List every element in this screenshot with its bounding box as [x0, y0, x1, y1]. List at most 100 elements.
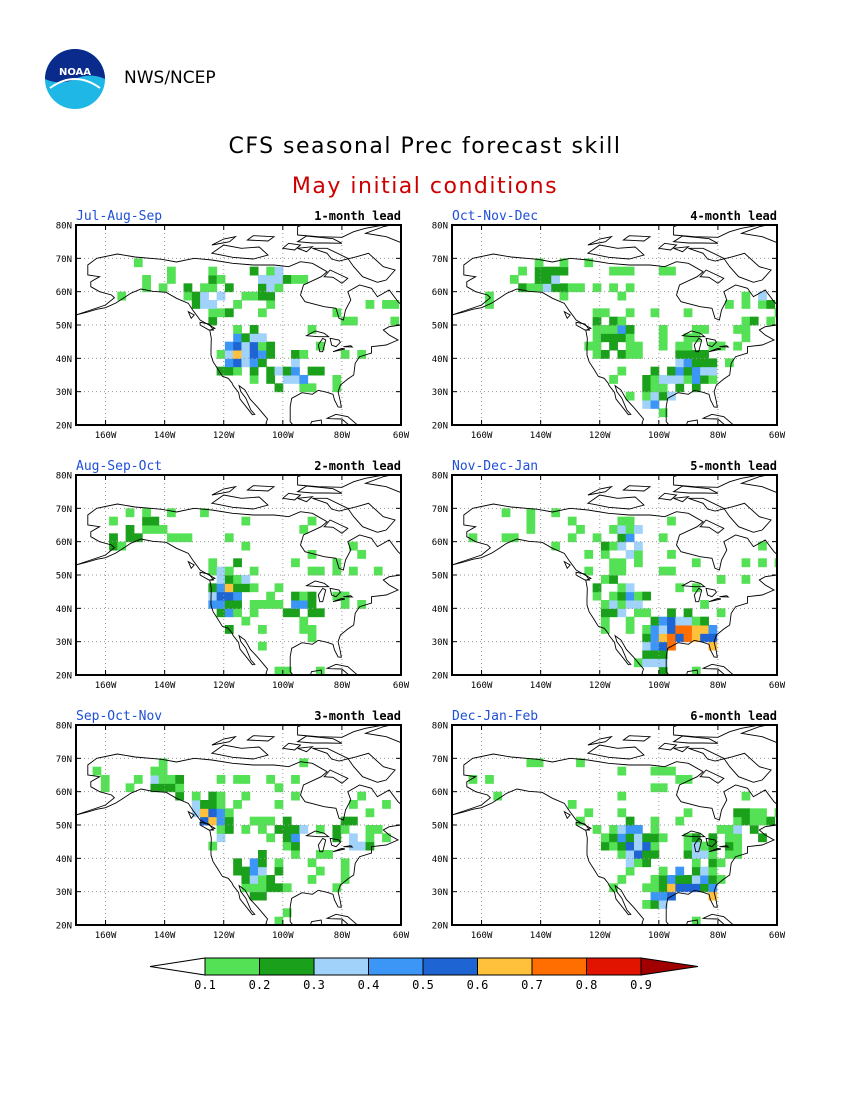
lake-outline: [329, 837, 341, 848]
skill-cell: [600, 833, 610, 843]
skill-cell: [642, 375, 652, 384]
lat-tick-label: 60N: [56, 288, 72, 298]
skill-cell: [551, 283, 561, 293]
skill-cell: [208, 275, 218, 284]
skill-cell: [291, 591, 300, 601]
lat-tick-label: 30N: [56, 888, 72, 898]
skill-cell: [625, 516, 635, 526]
skill-cell: [258, 625, 267, 634]
skill-cell: [291, 850, 300, 859]
skill-cell: [266, 816, 276, 826]
skill-cell: [241, 341, 251, 351]
skill-cell: [609, 333, 618, 343]
island-outline: [297, 746, 314, 753]
map-panel: 80N 70N 60N 50N 40N 30N 20N 160W 140W 120W 100W 80W…: [56, 709, 423, 941]
skill-cell: [609, 558, 618, 568]
skill-cell: [634, 825, 643, 834]
skill-cell: [266, 350, 276, 359]
skill-cell: [592, 533, 602, 543]
skill-cell: [493, 791, 503, 801]
island-outline: [187, 310, 195, 320]
skill-cell: [315, 341, 325, 351]
skill-cell: [299, 591, 309, 601]
skill-cell: [167, 508, 176, 518]
coastline: [452, 253, 777, 425]
skill-cell: [365, 841, 375, 851]
skill-cell: [650, 391, 660, 401]
lon-tick-label: 60W: [393, 431, 410, 441]
skill-cell: [758, 558, 767, 568]
skill-cell: [600, 608, 610, 618]
skill-cell: [167, 533, 176, 543]
lake-outline: [680, 330, 706, 338]
skill-cell: [658, 266, 668, 276]
skill-cell: [340, 350, 350, 359]
skill-cell: [617, 600, 627, 609]
skill-cell: [133, 258, 143, 268]
island-outline: [699, 269, 725, 284]
skill-cell: [382, 800, 391, 809]
skill-cell: [299, 625, 309, 634]
skill-cell: [291, 833, 300, 843]
skill-cell: [650, 366, 660, 376]
skill-cell: [241, 575, 251, 584]
skill-cell: [216, 308, 226, 318]
skill-cell: [625, 333, 635, 343]
skill-cell: [324, 850, 333, 859]
skill-cell: [683, 608, 693, 618]
skill-cell: [584, 566, 594, 576]
skill-cell: [691, 833, 701, 843]
skill-cell: [183, 283, 193, 293]
island-outline: [281, 742, 302, 751]
skill-cell: [200, 300, 209, 309]
skill-cell: [216, 800, 226, 809]
skill-cell: [683, 341, 693, 351]
skill-cell: [175, 783, 185, 793]
lat-tick-label: 40N: [432, 605, 448, 615]
lon-tick-label: 160W: [471, 431, 493, 441]
skill-cell: [642, 641, 652, 651]
skill-cell: [249, 600, 259, 609]
lat-tick-label: 70N: [432, 505, 448, 515]
skill-cell: [650, 383, 660, 393]
island-outline: [657, 242, 678, 251]
island-outline: [403, 820, 423, 836]
skill-cell: [258, 866, 267, 876]
island-outline: [199, 321, 215, 331]
skill-cell: [274, 266, 284, 276]
island-outline: [211, 485, 238, 496]
island-outline: [699, 769, 725, 784]
skill-cell: [625, 350, 635, 359]
legend-label: 0.9: [630, 978, 652, 992]
skill-cell: [208, 791, 218, 801]
skill-cell: [617, 833, 627, 843]
lat-tick-label: 20N: [432, 672, 448, 682]
skill-cell: [299, 600, 309, 609]
skill-cell: [332, 833, 342, 843]
skill-cell: [109, 516, 118, 526]
lat-tick-label: 50N: [432, 822, 448, 832]
lat-tick-label: 20N: [432, 422, 448, 432]
lon-tick-label: 160W: [95, 681, 117, 691]
skill-cell: [716, 875, 726, 884]
skill-cell: [683, 808, 693, 818]
skill-cell: [208, 816, 218, 826]
coastline: [76, 753, 401, 925]
skill-cell: [642, 883, 652, 893]
skill-cell: [700, 350, 709, 359]
legend-label: 0.3: [303, 978, 325, 992]
map-panel: 80N 70N 60N 50N 40N 30N 20N 160W 140W 120W 100W 80W…: [432, 209, 786, 441]
season-label: Oct-Nov-Dec: [452, 209, 538, 224]
skill-cell: [617, 316, 627, 326]
skill-cell: [365, 833, 375, 843]
skill-cell: [642, 625, 652, 634]
skill-cell: [291, 775, 300, 784]
island-outline: [622, 485, 652, 492]
skill-cell: [658, 658, 668, 668]
skill-cell: [700, 325, 709, 334]
skill-cell: [642, 850, 652, 859]
skill-cell: [233, 583, 242, 593]
skill-cell: [274, 283, 284, 293]
skill-cell: [357, 841, 367, 851]
skill-cell: [758, 816, 767, 826]
